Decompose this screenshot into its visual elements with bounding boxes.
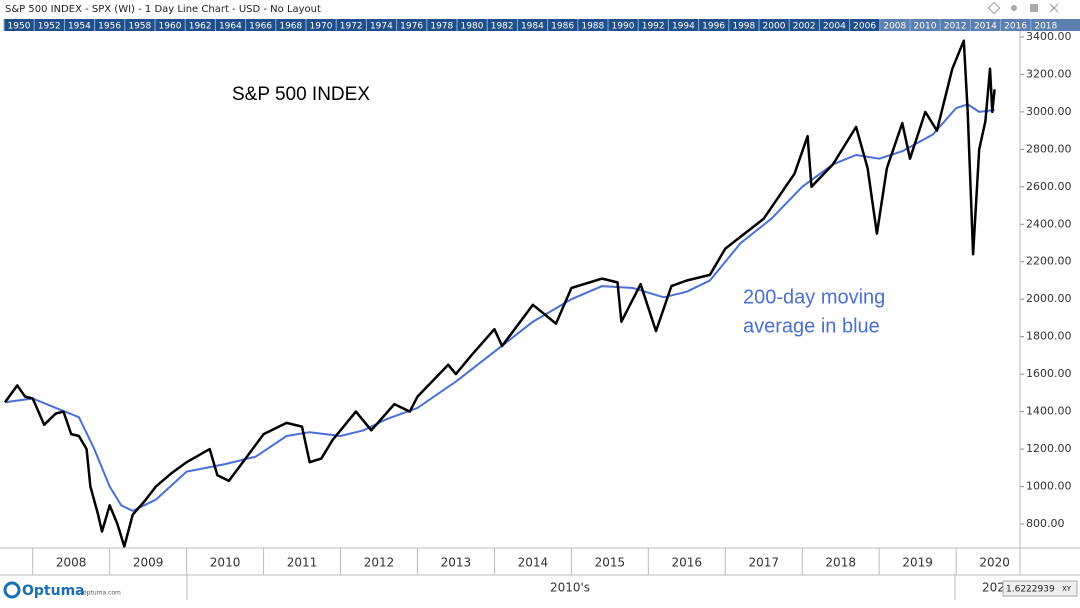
year-strip-label: 1968 bbox=[279, 22, 302, 32]
y-tick-label: 3000.00 bbox=[1026, 105, 1072, 118]
x-tick-label: 2016 bbox=[672, 556, 703, 570]
window-title: S&P 500 INDEX - SPX (WI) - 1 Day Line Ch… bbox=[5, 4, 321, 15]
y-tick-label: 1000.00 bbox=[1026, 480, 1072, 493]
year-strip-label: 2016 bbox=[1004, 22, 1027, 32]
brand-icon bbox=[3, 581, 21, 599]
year-strip-label: 1950 bbox=[8, 22, 31, 32]
y-tick-label: 1200.00 bbox=[1026, 442, 1072, 455]
scale-mode: XY bbox=[1062, 585, 1072, 593]
year-strip-label: 2010 bbox=[914, 22, 937, 32]
year-strip-window bbox=[880, 19, 1080, 31]
scale-box[interactable] bbox=[1002, 580, 1078, 597]
year-strip-label: 1966 bbox=[249, 22, 272, 32]
y-tick-label: 1800.00 bbox=[1026, 330, 1072, 343]
y-tick-label: 2600.00 bbox=[1026, 180, 1072, 193]
year-strip-label: 1964 bbox=[219, 22, 242, 32]
icon[interactable] bbox=[1049, 3, 1059, 13]
x-tick-label: 2010 bbox=[210, 556, 241, 570]
year-strip-label: 2000 bbox=[763, 22, 786, 32]
decade-label: 2010's bbox=[550, 581, 590, 595]
x-tick-label: 2008 bbox=[56, 556, 87, 570]
x-tick-label: 2009 bbox=[133, 556, 164, 570]
year-strip-label: 1970 bbox=[310, 22, 333, 32]
year-strip-label: 1996 bbox=[702, 22, 725, 32]
chart-title: S&P 500 INDEX bbox=[232, 84, 370, 105]
y-tick-label: 2200.00 bbox=[1026, 255, 1072, 268]
series-line bbox=[4, 103, 995, 512]
x-tick-label: 2015 bbox=[595, 556, 626, 570]
brand-url: optuma.com bbox=[83, 590, 121, 597]
toolbar-icons[interactable] bbox=[987, 1, 1059, 15]
year-strip-label: 1982 bbox=[491, 22, 514, 32]
year-strip-label: 2006 bbox=[853, 22, 876, 32]
year-strip-label: 2012 bbox=[944, 22, 967, 32]
scale-value: 1.6222939 bbox=[1006, 585, 1055, 595]
icon[interactable] bbox=[987, 1, 1001, 15]
x-tick-label: 2013 bbox=[441, 556, 472, 570]
year-strip-label: 1990 bbox=[612, 22, 635, 32]
series-line bbox=[3, 39, 996, 548]
annotation: average in blue bbox=[743, 315, 880, 337]
year-strip-label: 1992 bbox=[642, 22, 665, 32]
y-tick-label: 3400.00 bbox=[1026, 30, 1072, 43]
annotation: 200-day moving bbox=[743, 286, 885, 308]
brand-name: Optuma bbox=[22, 583, 85, 599]
x-tick-label: 2020 bbox=[979, 556, 1010, 570]
year-strip-label: 1952 bbox=[38, 22, 61, 32]
year-strip-label: 2004 bbox=[823, 22, 846, 32]
year-strip-label: 1956 bbox=[98, 22, 121, 32]
year-strip-label: 1980 bbox=[461, 22, 484, 32]
year-strip-label: 2002 bbox=[793, 22, 816, 32]
year-strip-labels: 1950 1952 1954 1956 1958 1960 1962 1964 1966 1968… bbox=[3, 19, 1058, 32]
y-tick-label: 3200.00 bbox=[1026, 67, 1072, 80]
year-strip-label: 1974 bbox=[370, 22, 393, 32]
year-strip-label: 1972 bbox=[340, 22, 363, 32]
icon[interactable] bbox=[1030, 4, 1038, 12]
year-strip-label: 1984 bbox=[521, 22, 544, 32]
icon[interactable] bbox=[1011, 5, 1017, 11]
year-strip-label: 2008 bbox=[883, 22, 906, 32]
x-tick-label: 2014 bbox=[518, 556, 549, 570]
y-tick-label: 2400.00 bbox=[1026, 217, 1072, 230]
year-strip-label: 2014 bbox=[974, 22, 997, 32]
brand-box bbox=[0, 578, 125, 602]
year-strip-label: 2018 bbox=[1034, 22, 1057, 32]
year-strip-label: 1978 bbox=[430, 22, 453, 32]
x-tick-label: 2012 bbox=[364, 556, 395, 570]
y-tick-label: 1600.00 bbox=[1026, 367, 1072, 380]
y-tick-label: 2800.00 bbox=[1026, 142, 1072, 155]
year-strip-label: 1958 bbox=[128, 22, 151, 32]
x-tick-label: 2011 bbox=[287, 556, 318, 570]
y-tick-label: 1400.00 bbox=[1026, 405, 1072, 418]
year-strip-label: 1954 bbox=[68, 22, 91, 32]
year-strip-label: 1998 bbox=[732, 22, 755, 32]
year-strip-label: 1962 bbox=[189, 22, 212, 32]
year-strip bbox=[4, 19, 1080, 31]
year-strip-label: 1994 bbox=[672, 22, 695, 32]
y-tick-label: 800.00 bbox=[1026, 517, 1065, 530]
year-strip-label: 1988 bbox=[581, 22, 604, 32]
year-strip-label: 1986 bbox=[551, 22, 574, 32]
x-tick-label: 2019 bbox=[902, 556, 933, 570]
plot: 800.00 1000.00 1200.00 1400.00 1600.00 1800.0… bbox=[3, 30, 1072, 575]
x-tick-label: 2018 bbox=[825, 556, 856, 570]
x-tick-label: 2017 bbox=[748, 556, 779, 570]
year-strip-label: 1960 bbox=[159, 22, 182, 32]
y-tick-label: 2000.00 bbox=[1026, 292, 1072, 305]
year-strip-label: 1976 bbox=[400, 22, 423, 32]
decade-label: 202 bbox=[982, 581, 1005, 595]
